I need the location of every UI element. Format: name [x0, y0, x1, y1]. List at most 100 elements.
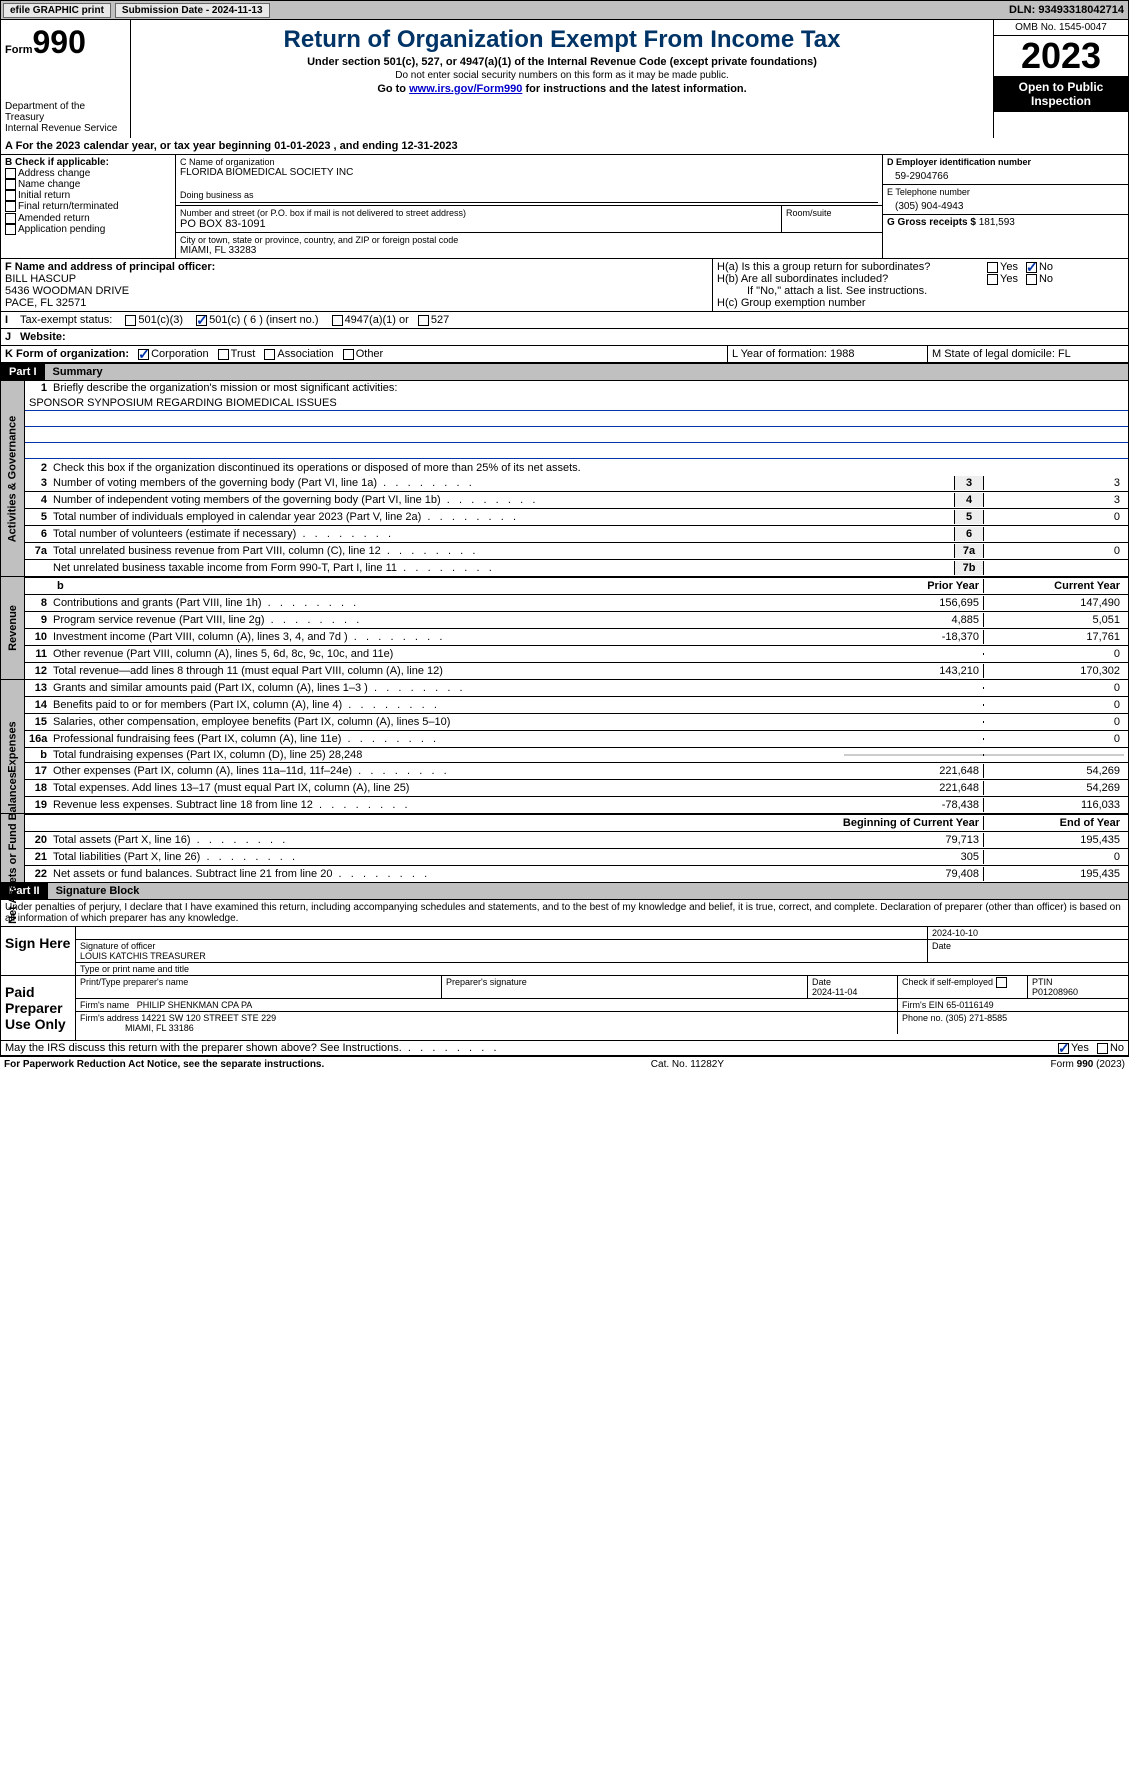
ha-yes[interactable] — [987, 262, 998, 273]
cb-address-change[interactable] — [5, 168, 16, 179]
line-a: A For the 2023 calendar year, or tax yea… — [0, 138, 1129, 155]
city-label: City or town, state or province, country… — [180, 235, 878, 245]
cb-app-pending[interactable] — [5, 224, 16, 235]
col-end: End of Year — [984, 816, 1124, 830]
officer-addr1: 5436 WOODMAN DRIVE — [5, 285, 708, 297]
line5: Total number of individuals employed in … — [53, 511, 954, 523]
d-label: D Employer identification number — [887, 157, 1124, 167]
cb-4947[interactable] — [332, 315, 343, 326]
cb-final-return[interactable] — [5, 201, 16, 212]
line12: Total revenue—add lines 8 through 11 (mu… — [53, 665, 844, 677]
sig-officer-label: Signature of officer — [80, 941, 923, 951]
vtab-revenue: Revenue — [1, 577, 25, 679]
phone-label: Phone no. — [902, 1013, 943, 1023]
p17: 221,648 — [844, 764, 984, 778]
officer-addr2: PACE, FL 32571 — [5, 297, 708, 309]
submission-date: Submission Date - 2024-11-13 — [115, 3, 270, 18]
cb-trust[interactable] — [218, 349, 229, 360]
form-subtitle: Under section 501(c), 527, or 4947(a)(1)… — [141, 56, 983, 68]
cb-initial-return[interactable] — [5, 190, 16, 201]
c21: 0 — [984, 850, 1124, 864]
prep-sig-label: Preparer's signature — [446, 977, 803, 987]
p15 — [844, 721, 984, 723]
c20: 195,435 — [984, 833, 1124, 847]
line20: Total assets (Part X, line 16) — [53, 834, 814, 846]
c10: 17,761 — [984, 630, 1124, 644]
v7a: 0 — [984, 544, 1124, 558]
cb-527[interactable] — [418, 315, 429, 326]
line16b: Total fundraising expenses (Part IX, col… — [53, 749, 844, 761]
vtab-netassets: Net Assets or Fund Balances — [1, 814, 25, 882]
k-label: K Form of organization: — [5, 348, 129, 360]
firm-addr1: 14221 SW 120 STREET STE 229 — [141, 1013, 276, 1023]
tax-year: 2023 — [994, 36, 1128, 76]
cb-other[interactable] — [343, 349, 354, 360]
form-footer: Form 990 (2023) — [1051, 1059, 1125, 1070]
firm-name-label: Firm's name — [80, 1000, 129, 1010]
org-address: PO BOX 83-1091 — [180, 218, 777, 230]
m-state: M State of legal domicile: FL — [928, 346, 1128, 362]
c13: 0 — [984, 681, 1124, 695]
cb-501c[interactable] — [196, 315, 207, 326]
cb-amended[interactable] — [5, 213, 16, 224]
line13: Grants and similar amounts paid (Part IX… — [53, 682, 844, 694]
paid-preparer-label: Paid Preparer Use Only — [1, 976, 76, 1040]
ptin-label: PTIN — [1032, 977, 1124, 987]
line21: Total liabilities (Part X, line 26) — [53, 851, 814, 863]
j-label: Website: — [20, 331, 66, 343]
discuss-no[interactable] — [1097, 1043, 1108, 1054]
paperwork-notice: For Paperwork Reduction Act Notice, see … — [4, 1059, 324, 1070]
line16a: Professional fundraising fees (Part IX, … — [53, 733, 844, 745]
part1-title: Summary — [45, 364, 111, 380]
cb-self-emp[interactable] — [996, 977, 1007, 988]
goto-note: Go to www.irs.gov/Form990 for instructio… — [141, 83, 983, 95]
line11: Other revenue (Part VIII, column (A), li… — [53, 648, 844, 660]
hb-yes[interactable] — [987, 274, 998, 285]
line17: Other expenses (Part IX, column (A), lin… — [53, 765, 844, 777]
p22: 79,408 — [814, 867, 984, 881]
hb-no[interactable] — [1026, 274, 1037, 285]
ha-no[interactable] — [1026, 262, 1037, 273]
firm-ein-label: Firm's EIN — [902, 1000, 944, 1010]
date-label: Date — [932, 941, 1124, 951]
discuss-q: May the IRS discuss this return with the… — [5, 1042, 1058, 1054]
g-label: G Gross receipts $ — [887, 217, 976, 228]
e-label: E Telephone number — [887, 187, 1124, 197]
c8: 147,490 — [984, 596, 1124, 610]
line7b: Net unrelated business taxable income fr… — [53, 562, 954, 574]
dba-label: Doing business as — [180, 190, 878, 203]
phone: (305) 904-4943 — [887, 197, 1124, 212]
p20: 79,713 — [814, 833, 984, 847]
line10: Investment income (Part VIII, column (A)… — [53, 631, 844, 643]
p11 — [844, 653, 984, 655]
col-b-checkboxes: B Check if applicable: Address change Na… — [1, 155, 176, 258]
firm-name: PHILIP SHENKMAN CPA PA — [137, 1000, 253, 1010]
line14: Benefits paid to or for members (Part IX… — [53, 699, 844, 711]
firm-ein: 65-0116149 — [946, 1000, 993, 1010]
i-label: Tax-exempt status: — [20, 314, 112, 326]
addr-label: Number and street (or P.O. box if mail i… — [180, 208, 777, 218]
line18: Total expenses. Add lines 13–17 (must eq… — [53, 782, 844, 794]
sign-here-label: Sign Here — [1, 927, 76, 975]
efile-button[interactable]: efile GRAPHIC print — [3, 3, 111, 18]
cb-assoc[interactable] — [264, 349, 275, 360]
c22: 195,435 — [984, 867, 1124, 881]
p21: 305 — [814, 850, 984, 864]
cb-501c3[interactable] — [125, 315, 136, 326]
c11: 0 — [984, 647, 1124, 661]
v6 — [984, 533, 1124, 535]
cb-name-change[interactable] — [5, 179, 16, 190]
omb-number: OMB No. 1545-0047 — [994, 20, 1128, 36]
discuss-yes[interactable] — [1058, 1043, 1069, 1054]
firm-addr2: MIAMI, FL 33186 — [125, 1023, 194, 1033]
org-name: FLORIDA BIOMEDICAL SOCIETY INC — [180, 167, 878, 178]
c14: 0 — [984, 698, 1124, 712]
line15: Salaries, other compensation, employee b… — [53, 716, 844, 728]
line4: Number of independent voting members of … — [53, 494, 954, 506]
cb-corp[interactable] — [138, 349, 149, 360]
hc-label: H(c) Group exemption number — [717, 297, 1124, 309]
declaration: Under penalties of perjury, I declare th… — [0, 900, 1129, 926]
c16a: 0 — [984, 732, 1124, 746]
prep-name-label: Print/Type preparer's name — [80, 977, 437, 987]
irs-link[interactable]: www.irs.gov/Form990 — [409, 83, 522, 95]
